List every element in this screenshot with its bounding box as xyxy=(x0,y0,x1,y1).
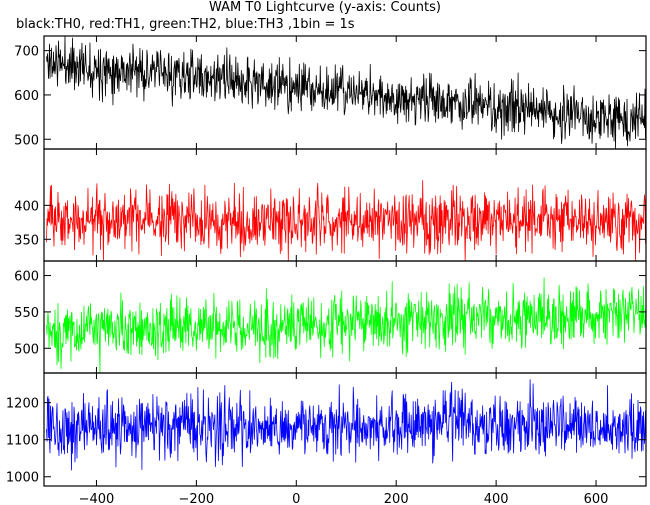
x-tick-label: 600 xyxy=(584,492,609,505)
y-tick-label: 600 xyxy=(14,270,39,285)
y-tick-label: 400 xyxy=(14,199,39,214)
x-tick-label: −200 xyxy=(179,492,215,505)
y-tick-label: 1200 xyxy=(6,397,39,412)
panel-frame-th3 xyxy=(43,372,647,487)
series-line-th2 xyxy=(46,277,647,373)
panel-frame-th0 xyxy=(43,35,647,150)
y-tick-label: 350 xyxy=(14,233,39,248)
y-tick-label: 550 xyxy=(14,306,39,321)
x-tick-label: 400 xyxy=(484,492,509,505)
x-tick-label: 0 xyxy=(292,492,300,505)
x-tick-label: −400 xyxy=(79,492,115,505)
series-line-th0 xyxy=(46,35,647,150)
y-tick-label: 500 xyxy=(14,342,39,357)
y-tick-label: 1100 xyxy=(6,434,39,449)
series-line-th1 xyxy=(46,180,647,262)
y-tick-label: 1000 xyxy=(6,471,39,486)
chart-subtitle: black:TH0, red:TH1, green:TH2, blue:TH3 … xyxy=(16,17,355,32)
chart-title: WAM T0 Lightcurve (y-axis: Counts) xyxy=(209,0,441,15)
y-tick-label: 700 xyxy=(14,45,39,60)
series-line-th3 xyxy=(46,379,647,471)
x-tick-label: 200 xyxy=(384,492,409,505)
y-tick-label: 500 xyxy=(14,133,39,148)
y-tick-label: 600 xyxy=(14,89,39,104)
